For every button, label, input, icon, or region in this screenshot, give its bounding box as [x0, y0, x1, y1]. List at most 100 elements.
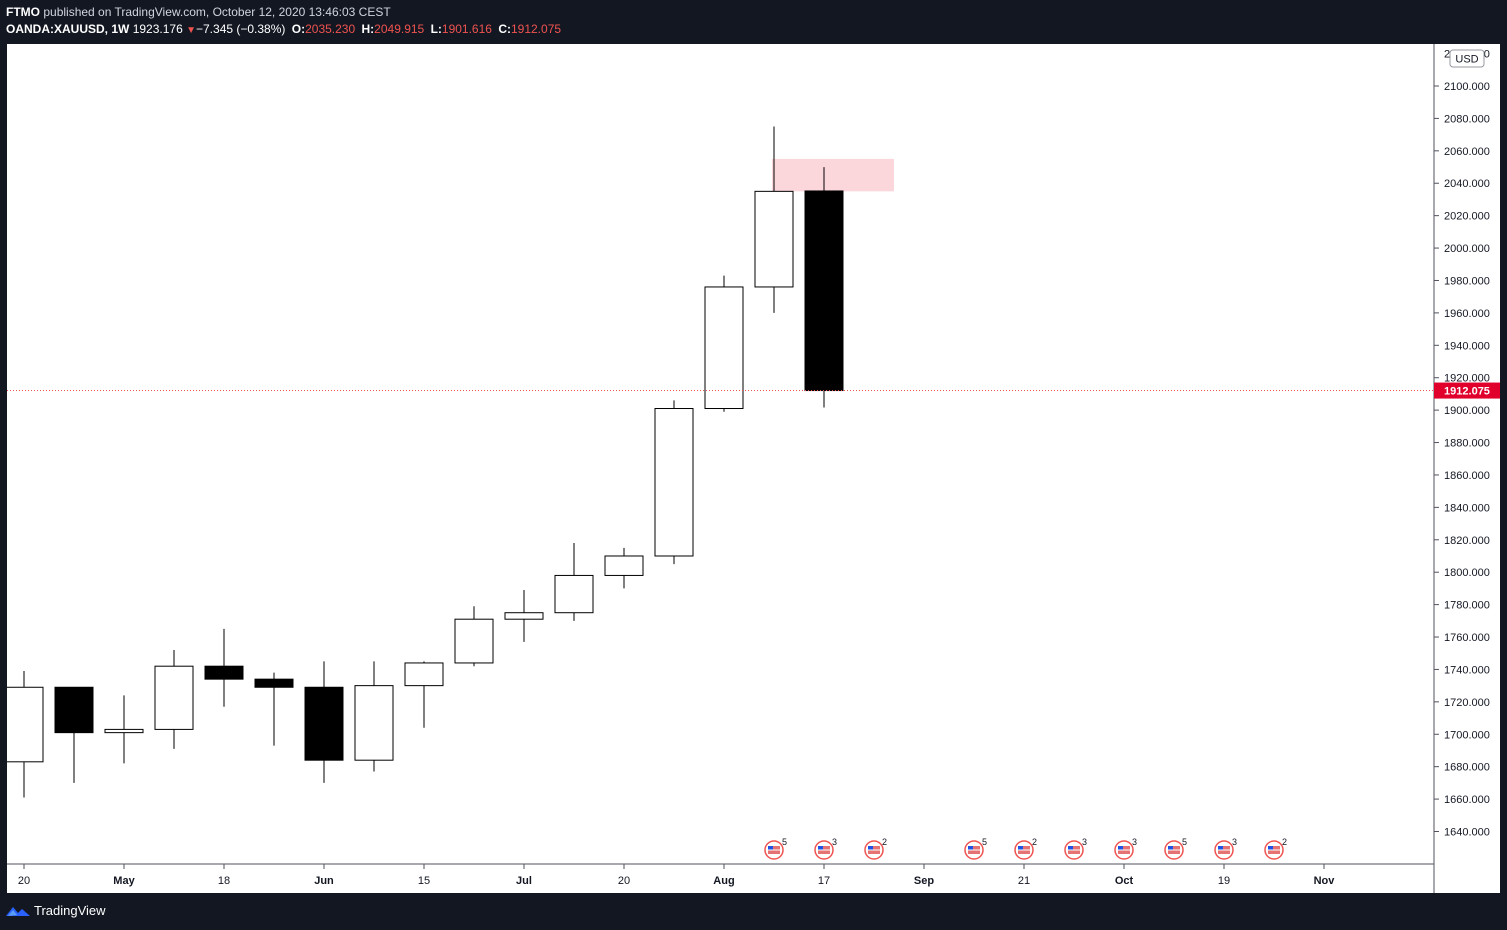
event-count: 3 — [1132, 837, 1137, 847]
high-label: H: — [361, 22, 375, 36]
flag-canton — [1168, 846, 1173, 850]
time-tick-label: 19 — [1218, 875, 1230, 887]
publish-text: published on TradingView.com, October 12… — [43, 5, 391, 19]
candle[interactable] — [304, 661, 344, 783]
current-price-badge-label: 1912.075 — [1444, 386, 1490, 398]
price-tick-label: 1900.000 — [1444, 405, 1490, 417]
tradingview-logo-text: TradingView — [34, 903, 106, 918]
candle-body-up — [754, 190, 794, 288]
candle[interactable] — [504, 590, 544, 642]
candle[interactable] — [404, 661, 444, 728]
candle-body-down — [204, 665, 244, 680]
high-value: 2049.915 — [374, 22, 425, 36]
candle[interactable] — [704, 275, 744, 412]
candle-body-up — [604, 555, 644, 576]
flag-canton — [1268, 846, 1273, 850]
interval-label[interactable]: 1W — [111, 22, 130, 36]
close-label: C: — [498, 22, 511, 36]
candle-body-up — [554, 574, 594, 614]
events-layer: 5 3 2 5 2 3 3 5 3 2 — [764, 837, 1287, 860]
author-name[interactable]: FTMO — [6, 5, 40, 19]
currency-button-frame — [1449, 49, 1485, 68]
flag-canton — [818, 846, 823, 850]
event-count: 3 — [832, 837, 837, 847]
candle[interactable] — [104, 695, 144, 764]
candle[interactable] — [204, 628, 244, 707]
time-tick-label: Jun — [314, 875, 334, 887]
time-tick-label: 18 — [218, 875, 230, 887]
candle-body-down — [804, 190, 844, 392]
low-label: L: — [430, 22, 442, 36]
price-tick-label: 1740.000 — [1444, 664, 1490, 676]
candle[interactable] — [354, 661, 394, 772]
candle-body-down — [254, 678, 294, 688]
publish-info: FTMO published on TradingView.com, Octob… — [6, 5, 391, 19]
candle-body-down — [54, 686, 94, 734]
event-count: 2 — [1032, 837, 1037, 847]
chart-area[interactable]: 5 3 2 5 2 3 3 5 3 2 2100.000 2080.000 2060.000 2040.… — [7, 44, 1500, 893]
close-value: 1912.075 — [510, 22, 562, 36]
candle-body-down — [304, 686, 344, 761]
event-count: 5 — [782, 837, 787, 847]
candle[interactable] — [54, 686, 94, 783]
candle-body-up — [154, 665, 194, 730]
economic-event-marker[interactable]: 3 — [1064, 837, 1087, 860]
tradingview-logo[interactable]: TradingView — [6, 903, 106, 918]
economic-event-marker[interactable]: 2 — [1014, 837, 1037, 860]
resistance-zone[interactable] — [772, 158, 894, 192]
candle-body-up — [7, 686, 44, 763]
price-tick-label: 2040.000 — [1444, 178, 1490, 190]
candle[interactable] — [254, 672, 294, 746]
economic-event-marker[interactable]: 3 — [1114, 837, 1137, 860]
event-count: 5 — [1182, 837, 1187, 847]
time-tick-label: 17 — [818, 875, 830, 887]
event-count: 2 — [1282, 837, 1287, 847]
tradingview-logo-icon — [6, 906, 30, 916]
candle-body-up — [504, 612, 544, 620]
economic-event-marker[interactable]: 5 — [764, 837, 787, 860]
economic-event-marker[interactable]: 5 — [1164, 837, 1187, 860]
candle[interactable] — [554, 543, 594, 621]
candle-body-up — [104, 728, 144, 734]
time-tick-label: 21 — [1018, 875, 1030, 887]
flag-canton — [1018, 846, 1023, 850]
price-tick-label: 1720.000 — [1444, 697, 1490, 709]
price-tick-label: 1680.000 — [1444, 762, 1490, 774]
price-tick-label: 1700.000 — [1444, 729, 1490, 741]
time-axis[interactable]: 20 May 18 Jun 15 Jul 20 Aug 17 Sep 21 Oct 19 Nov — [7, 863, 1434, 887]
price-tick-label: 1800.000 — [1444, 567, 1490, 579]
economic-event-marker[interactable]: 3 — [1214, 837, 1237, 860]
time-tick-label: 15 — [418, 875, 430, 887]
flag-canton — [1118, 846, 1123, 850]
symbol-name[interactable]: OANDA:XAUUSD, — [6, 22, 108, 36]
candle[interactable] — [654, 400, 694, 565]
price-tick-label: 1840.000 — [1444, 502, 1490, 514]
candlestick-chart[interactable]: 5 3 2 5 2 3 3 5 3 2 2100.000 2080.000 2060.000 2040.… — [7, 44, 1500, 893]
candle[interactable] — [7, 671, 44, 798]
candle-body-up — [454, 618, 494, 664]
candle[interactable] — [154, 649, 194, 749]
price-tick-label: 1940.000 — [1444, 340, 1490, 352]
flag-canton — [1068, 846, 1073, 850]
flag-canton — [1218, 846, 1223, 850]
price-tick-label: 1640.000 — [1444, 827, 1490, 839]
candle-body-up — [354, 685, 394, 761]
time-tick-label: Oct — [1115, 875, 1134, 887]
economic-event-marker[interactable]: 2 — [1264, 837, 1287, 860]
chart-header: FTMO published on TradingView.com, Octob… — [0, 0, 1507, 44]
economic-event-marker[interactable]: 5 — [964, 837, 987, 860]
event-count: 3 — [1232, 837, 1237, 847]
candle[interactable] — [604, 547, 644, 589]
economic-event-marker[interactable]: 3 — [814, 837, 837, 860]
price-axis[interactable]: 2100.000 2080.000 2060.000 2040.000 2020.000… — [1433, 44, 1500, 893]
candle[interactable] — [754, 126, 794, 313]
economic-event-marker[interactable]: 2 — [864, 837, 887, 860]
currency-button[interactable]: USD — [1449, 49, 1485, 68]
price-tick-label: 1960.000 — [1444, 308, 1490, 320]
price-tick-label: 2000.000 — [1444, 243, 1490, 255]
candle[interactable] — [454, 606, 494, 667]
time-tick-label: May — [113, 875, 135, 887]
candle[interactable] — [804, 167, 844, 408]
arrow-down-icon: ▼ — [186, 25, 196, 36]
candle-body-up — [704, 286, 744, 410]
